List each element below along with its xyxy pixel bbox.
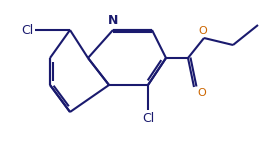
Text: Cl: Cl — [21, 24, 33, 36]
Text: O: O — [199, 26, 207, 36]
Text: N: N — [108, 14, 118, 27]
Text: Cl: Cl — [142, 112, 154, 125]
Text: O: O — [197, 88, 206, 98]
